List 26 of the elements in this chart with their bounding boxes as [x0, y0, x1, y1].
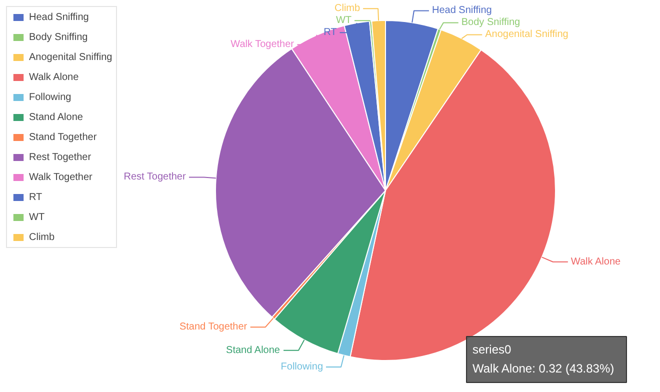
legend-label: Walk Together	[29, 171, 92, 183]
legend-label: Walk Alone	[29, 71, 79, 83]
legend-label: Climb	[29, 231, 55, 243]
legend-label: Anogenital Sniffing	[29, 51, 112, 63]
text: series0	[472, 342, 512, 356]
slice-label: Following	[280, 361, 324, 372]
category-label: RT	[324, 27, 337, 38]
slice-label: Stand Alone	[226, 344, 280, 356]
slice-label: Climb	[334, 3, 361, 14]
slice-label: WT	[336, 15, 352, 26]
legend-label: Stand Alone	[29, 111, 83, 123]
slice-label: Anogenital Sniffing	[485, 29, 568, 40]
legend-label: Following	[29, 91, 72, 103]
slice-label: Rest Together	[124, 172, 186, 183]
slice-label: Walk Together	[230, 39, 295, 50]
legend-label: RT	[29, 191, 44, 203]
slice-label: Stand Together	[179, 322, 248, 333]
legend-label: Body Sniffing	[29, 31, 88, 43]
legend-label: Head Sniffing	[29, 11, 89, 23]
slice-label: Walk Alone	[570, 256, 622, 268]
text: Walk Alone: 0.32 (43.83%)	[472, 362, 614, 376]
slice-label: Head Sniffing	[432, 5, 492, 16]
legend-label: Stand Together	[29, 131, 97, 143]
slice-label: Body Sniffing	[461, 17, 520, 28]
legend-label: Rest Together	[29, 151, 92, 163]
legend-label: WT	[29, 211, 46, 223]
